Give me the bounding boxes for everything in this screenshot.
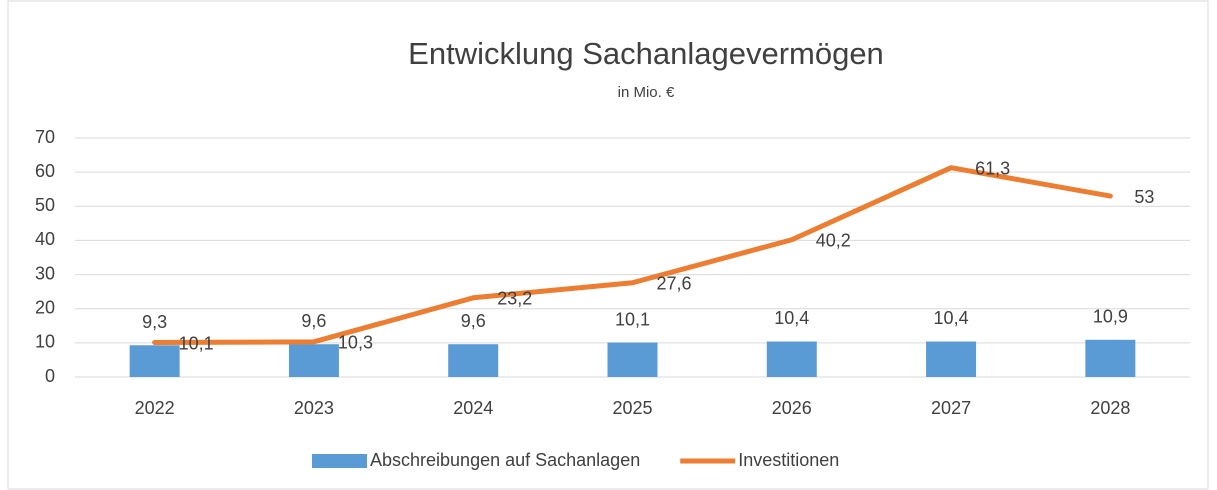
x-tick-label: 2022 bbox=[135, 398, 175, 418]
y-tick-label: 30 bbox=[35, 263, 55, 283]
line-value-label: 10,1 bbox=[179, 333, 214, 353]
bar bbox=[129, 345, 180, 377]
legend-label: Abschreibungen auf Sachanlagen bbox=[370, 450, 640, 470]
bar-value-label: 10,4 bbox=[774, 308, 809, 328]
bar bbox=[607, 342, 658, 377]
bar-value-label: 10,9 bbox=[1093, 307, 1128, 327]
line bbox=[152, 165, 1113, 346]
bar-value-label: 9,6 bbox=[461, 311, 486, 331]
y-tick-label: 0 bbox=[45, 366, 55, 386]
x-tick-label: 2024 bbox=[453, 398, 493, 418]
bar-value-label: 10,4 bbox=[934, 308, 969, 328]
y-tick-label: 10 bbox=[35, 332, 55, 352]
bar bbox=[766, 341, 817, 377]
line-value-label: 40,2 bbox=[816, 230, 851, 250]
y-tick-label: 40 bbox=[35, 229, 55, 249]
y-tick-label: 70 bbox=[35, 127, 55, 147]
chart-subtitle: in Mio. € bbox=[618, 84, 675, 101]
y-tick-label: 60 bbox=[35, 161, 55, 181]
y-tick-label: 20 bbox=[35, 297, 55, 317]
bar bbox=[448, 344, 499, 377]
bar-value-label: 10,1 bbox=[615, 309, 650, 329]
bar-value-label: 9,6 bbox=[301, 311, 326, 331]
y-tick-label: 50 bbox=[35, 195, 55, 215]
bar bbox=[926, 341, 977, 377]
line-value-label: 10,3 bbox=[338, 333, 373, 353]
chart-title: Entwicklung Sachanlagevermögen bbox=[408, 36, 884, 71]
bar bbox=[288, 344, 339, 377]
legend-label: Investitionen bbox=[738, 450, 839, 470]
chart-border bbox=[7, 0, 1209, 490]
bar bbox=[1085, 339, 1136, 377]
x-tick-label: 2027 bbox=[931, 398, 971, 418]
bar-value-label: 9,3 bbox=[142, 312, 167, 332]
line-value-label: 23,2 bbox=[497, 289, 532, 309]
x-tick-label: 2023 bbox=[294, 398, 334, 418]
legend-swatch bbox=[312, 454, 367, 468]
x-tick-label: 2028 bbox=[1090, 398, 1130, 418]
x-tick-label: 2025 bbox=[612, 398, 652, 418]
x-tick-label: 2026 bbox=[772, 398, 812, 418]
line-value-label: 61,3 bbox=[975, 158, 1010, 178]
line-value-label: 27,6 bbox=[657, 274, 692, 294]
line-value-label: 53 bbox=[1134, 187, 1154, 207]
